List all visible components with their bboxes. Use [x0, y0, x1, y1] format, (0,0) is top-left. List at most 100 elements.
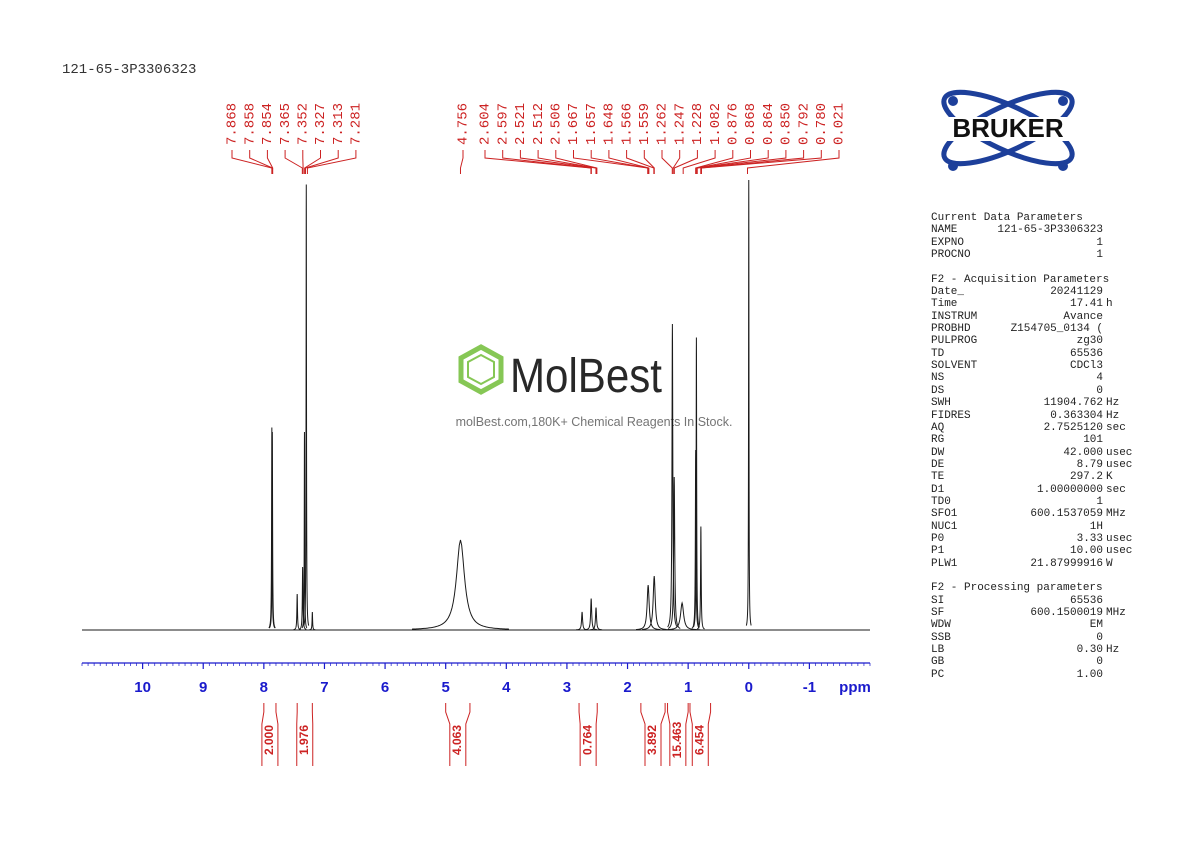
- parameter-name: PULPROG: [931, 335, 978, 348]
- parameter-name: PC: [931, 668, 945, 681]
- logo-text: BRUKER: [952, 113, 1063, 143]
- parameter-row: PROCNO 1: [931, 249, 1151, 261]
- parameter-name: DS: [931, 384, 945, 397]
- peak-label: 7.352: [296, 103, 312, 145]
- peak-leader: [626, 150, 655, 174]
- parameter-value: 17.41: [1069, 298, 1103, 311]
- peak-label: 2.597: [495, 103, 511, 145]
- parameter-value: 4: [1096, 372, 1103, 385]
- parameter-name: NS: [931, 372, 945, 385]
- parameter-row: DW 42.000 usec: [931, 447, 1151, 459]
- x-tick-label: 8: [260, 679, 268, 696]
- peak-leader: [459, 150, 464, 174]
- peak: [663, 601, 701, 631]
- parameter-name: GB: [931, 656, 945, 669]
- section-title: F2 - Acquisition Parameters: [931, 273, 1110, 286]
- parameter-value: 101: [1083, 434, 1103, 447]
- parameter-value: 65536: [1069, 347, 1103, 360]
- parameter-value: 0: [1096, 384, 1103, 397]
- peak: [635, 584, 661, 631]
- peak: [696, 526, 705, 630]
- parameter-row: PULPROG zg30: [931, 335, 1151, 347]
- peak-label: 2.521: [513, 103, 529, 145]
- parameter-value: 1.00: [1076, 668, 1103, 681]
- peak: [268, 431, 276, 629]
- parameter-name: NUC1: [931, 520, 958, 533]
- integral-range: [667, 703, 689, 766]
- integral-range: [445, 703, 471, 766]
- peak-label: 1.262: [655, 103, 671, 145]
- parameter-value: 1: [1096, 495, 1103, 508]
- parameter-row: PC 1.00: [931, 669, 1151, 681]
- peak-label: 7.868: [225, 103, 241, 145]
- peak-leader: [304, 150, 321, 174]
- parameter-row: NS 4: [931, 372, 1151, 384]
- integral-value: 2.000: [262, 725, 276, 755]
- parameter-row: RG 101: [931, 434, 1151, 446]
- parameter-value: 11904.762: [1043, 397, 1103, 410]
- parameter-value: 3.33: [1076, 532, 1103, 545]
- parameter-value: 1: [1096, 236, 1103, 249]
- parameter-row: SF 600.1500019 MHz: [931, 607, 1151, 619]
- integral-value: 4.063: [450, 725, 464, 755]
- watermark-brand: MolBest: [510, 350, 662, 403]
- parameter-row: WDW EM: [931, 619, 1151, 631]
- parameter-row: EXPNO 1: [931, 237, 1151, 249]
- integral-value: 3.892: [645, 725, 659, 755]
- peak-leader: [661, 150, 673, 174]
- peak: [301, 431, 308, 629]
- peak: [667, 476, 681, 629]
- parameter-value: 10.00: [1069, 545, 1103, 558]
- parameter-row: SFO1 600.1537059 MHz: [931, 508, 1151, 520]
- parameter-name: WDW: [931, 619, 951, 632]
- parameters: Current Data Parameters NAME 121-65-3P3306…: [931, 212, 1151, 693]
- section-title: Current Data Parameters: [931, 212, 1083, 224]
- peak-label: 7.281: [349, 103, 365, 145]
- parameter-unit: MHz: [1106, 607, 1126, 619]
- peak: [589, 607, 603, 631]
- parameter-name: SF: [931, 607, 945, 619]
- parameter-name: SOLVENT: [931, 360, 978, 373]
- peak-label: 1.247: [672, 103, 688, 145]
- parameter-row: INSTRUM Avance: [931, 311, 1151, 323]
- peak-label: 0.850: [779, 103, 795, 145]
- x-tick-label: 10: [134, 679, 151, 696]
- parameter-value: 297.2: [1069, 471, 1103, 484]
- peak-label: 7.313: [331, 103, 347, 145]
- peak-label: 1.559: [637, 103, 653, 145]
- peak-label: 0.792: [796, 103, 812, 145]
- peak-leader: [573, 150, 649, 174]
- peak-label: 0.864: [761, 103, 777, 145]
- parameter-name: SFO1: [931, 508, 958, 521]
- parameter-name: P0: [931, 532, 945, 545]
- parameter-name: TE: [931, 471, 945, 484]
- integral-range: [261, 703, 279, 766]
- peak-leader: [231, 150, 273, 174]
- peak-label: 2.604: [478, 103, 494, 145]
- peak: [667, 323, 678, 628]
- peak-leader: [643, 150, 655, 174]
- peak: [692, 337, 700, 628]
- parameter-section: F2 - Acquisition Parameters Date_ 20241129…: [931, 274, 1151, 570]
- peak-leader: [673, 150, 698, 174]
- parameter-row: FIDRES 0.363304 Hz: [931, 410, 1151, 422]
- parameter-row: SSB 0: [931, 632, 1151, 644]
- parameter-value: 2.7525120: [1043, 421, 1103, 434]
- parameter-unit: h: [1106, 298, 1113, 311]
- peak-label: 1.566: [619, 103, 635, 145]
- parameter-unit: K: [1106, 471, 1113, 484]
- peak-label: 7.365: [278, 103, 294, 145]
- parameter-row: Date_ 20241129: [931, 286, 1151, 298]
- x-tick-label: 1: [684, 679, 692, 696]
- peak-label: 7.327: [313, 103, 329, 145]
- peak-leader: [672, 150, 681, 174]
- peak: [411, 539, 509, 630]
- parameter-name: PLW1: [931, 557, 958, 570]
- parameter-value: EM: [1089, 619, 1103, 632]
- parameter-value: 0.363304: [1050, 409, 1103, 422]
- parameter-name: TD0: [931, 495, 951, 508]
- peak: [293, 593, 301, 631]
- parameter-row: TD0 1: [931, 496, 1151, 508]
- peak: [745, 179, 752, 626]
